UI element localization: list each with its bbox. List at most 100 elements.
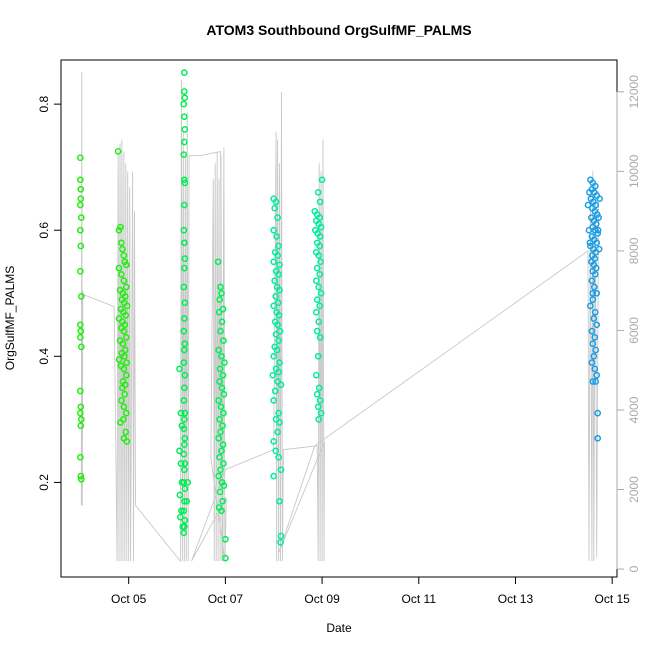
data-point [180,113,188,121]
data-point [588,277,596,285]
data-point [117,223,124,231]
data-point [314,403,322,411]
data-point [220,482,228,489]
data-point [275,337,282,344]
data-point [76,201,84,209]
y2-tick-label: 10000 [627,154,641,188]
y-tick-label: 0.4 [37,348,51,365]
data-point [270,258,278,266]
data-point [180,138,188,146]
data-point [270,352,278,360]
series-3 [269,176,326,546]
data-point [181,485,189,493]
data-point [269,371,277,379]
data-point [180,151,188,158]
data-point [221,359,228,366]
data-point [316,334,324,341]
data-point [312,277,320,285]
data-point [220,409,227,417]
x-tick-label: Oct 09 [304,592,340,606]
data-point [593,321,601,329]
y2-tick-label: 2000 [627,476,641,503]
data-point [272,198,280,206]
y-axis-label: OrgSulfMF_PALMS [3,266,17,370]
data-point [592,378,600,385]
data-point [216,296,223,303]
data-point [589,289,597,297]
data-point [122,283,130,291]
y2-tick-label: 6000 [627,317,641,344]
data-point [593,239,601,247]
data-point [270,226,278,234]
data-point [181,299,189,307]
data-point [271,204,279,212]
data-point [176,447,183,455]
data-point [220,460,227,467]
data-point [180,384,188,392]
data-point [218,447,225,455]
data-point [122,334,130,341]
data-point [277,538,284,546]
data-point [216,488,224,496]
data-point [590,283,598,291]
x-tick-label: Oct 05 [111,592,147,606]
data-point [313,296,321,303]
data-point [276,327,284,335]
series-1 [76,148,131,483]
data-point [180,450,188,458]
data-point [317,223,325,231]
y-tick-label: 0.6 [37,222,51,239]
data-point [123,438,131,445]
data-point [593,289,601,297]
data-point [317,409,325,417]
data-point [316,397,324,404]
data-point [180,466,188,474]
y2-tick-label: 12000 [627,75,641,109]
data-point [181,340,189,348]
data-point [590,315,598,322]
data-point [120,277,128,285]
data-point [275,271,282,278]
data-point [115,356,123,363]
data-point [177,513,184,521]
data-point [118,271,125,278]
data-point [218,318,226,326]
data-point [588,359,596,366]
data-point [180,529,188,537]
data-point [275,242,282,250]
data-point [315,283,323,291]
data-point [180,507,188,515]
data-point [215,434,222,442]
data-point [123,359,131,366]
y-tick-label: 0.2 [37,474,51,491]
data-point [219,371,227,379]
data-point [217,283,224,291]
data-point [176,365,183,373]
data-point [77,214,85,221]
data-point [215,346,222,354]
y2-axis: 0 2000 4000 6000 8000 10000 12000 [616,75,641,572]
data-point [274,214,281,221]
data-point [589,340,597,348]
data-point [122,261,130,269]
data-point [76,321,84,329]
data-point [122,409,130,417]
x-tick-label: Oct 11 [402,592,437,606]
data-point [220,337,227,344]
data-point [219,497,226,505]
data-point [216,378,223,385]
data-point [273,346,281,354]
data-point [180,226,188,234]
data-point [593,371,601,379]
data-point [591,271,599,278]
data-point [276,419,283,426]
data-point [77,422,85,430]
data-point [77,195,85,203]
data-points-layer [76,69,603,562]
data-point [316,242,324,250]
data-point [315,416,323,423]
data-point [271,277,279,285]
data-point [272,293,280,300]
x-axis: Oct 05 Oct 07 Oct 09 Oct 11 Oct 13 Oct 15 [111,576,630,606]
data-point [180,69,188,76]
